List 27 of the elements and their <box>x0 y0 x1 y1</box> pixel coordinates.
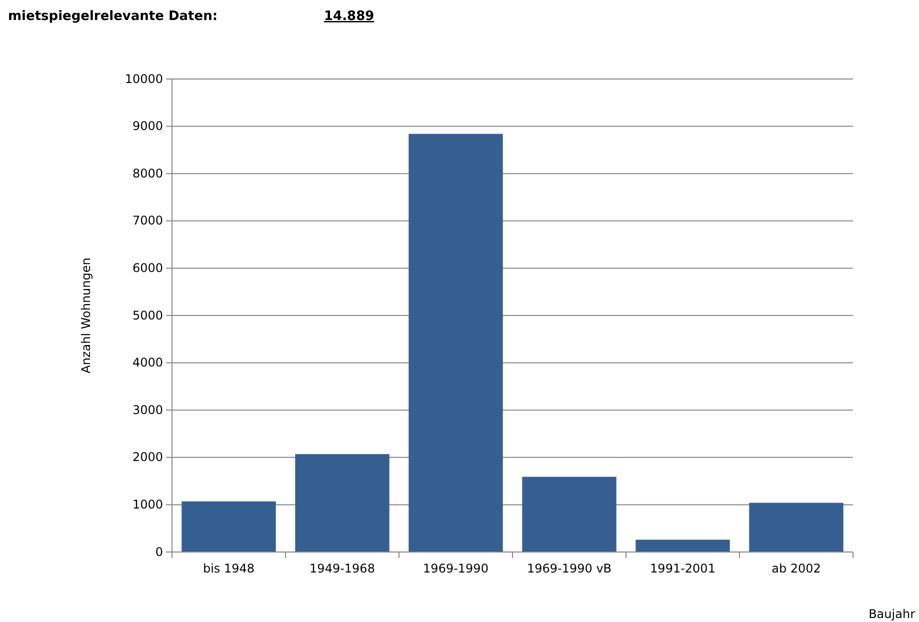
y-tick-label: 7000 <box>132 214 163 228</box>
y-tick-label: 1000 <box>132 498 163 512</box>
y-tick-label: 9000 <box>132 119 163 134</box>
y-axis-title: Anzahl Wohnungen <box>79 258 93 374</box>
y-tick-label: 10000 <box>124 72 163 86</box>
y-tick-label: 3000 <box>132 402 163 417</box>
chart-subtitle: 14.889 <box>324 9 374 24</box>
x-tick-label: 1969-1990 <box>423 562 488 576</box>
bar <box>749 502 844 552</box>
x-tick-label: 1991-2001 <box>650 562 716 576</box>
y-tick-label: 5000 <box>132 308 163 322</box>
y-tick-label: 6000 <box>132 261 163 276</box>
y-tick-label: 4000 <box>132 356 163 370</box>
bar <box>182 501 276 552</box>
x-tick-label: 1969-1990 vB <box>526 562 612 576</box>
y-tick-label: 0 <box>155 544 163 559</box>
bar <box>522 476 616 552</box>
bar <box>636 540 730 552</box>
bar <box>408 134 503 552</box>
y-tick-label: 8000 <box>132 166 163 180</box>
x-tick-label: 1949-1968 <box>310 562 375 576</box>
x-axis-title: Baujahr <box>868 607 916 621</box>
bar <box>295 454 390 552</box>
chart-title: mietspiegelrelevante Daten: <box>8 9 218 24</box>
y-tick-label: 2000 <box>132 450 163 464</box>
x-tick-label: bis 1948 <box>202 562 255 576</box>
x-tick-label: ab 2002 <box>772 562 821 576</box>
